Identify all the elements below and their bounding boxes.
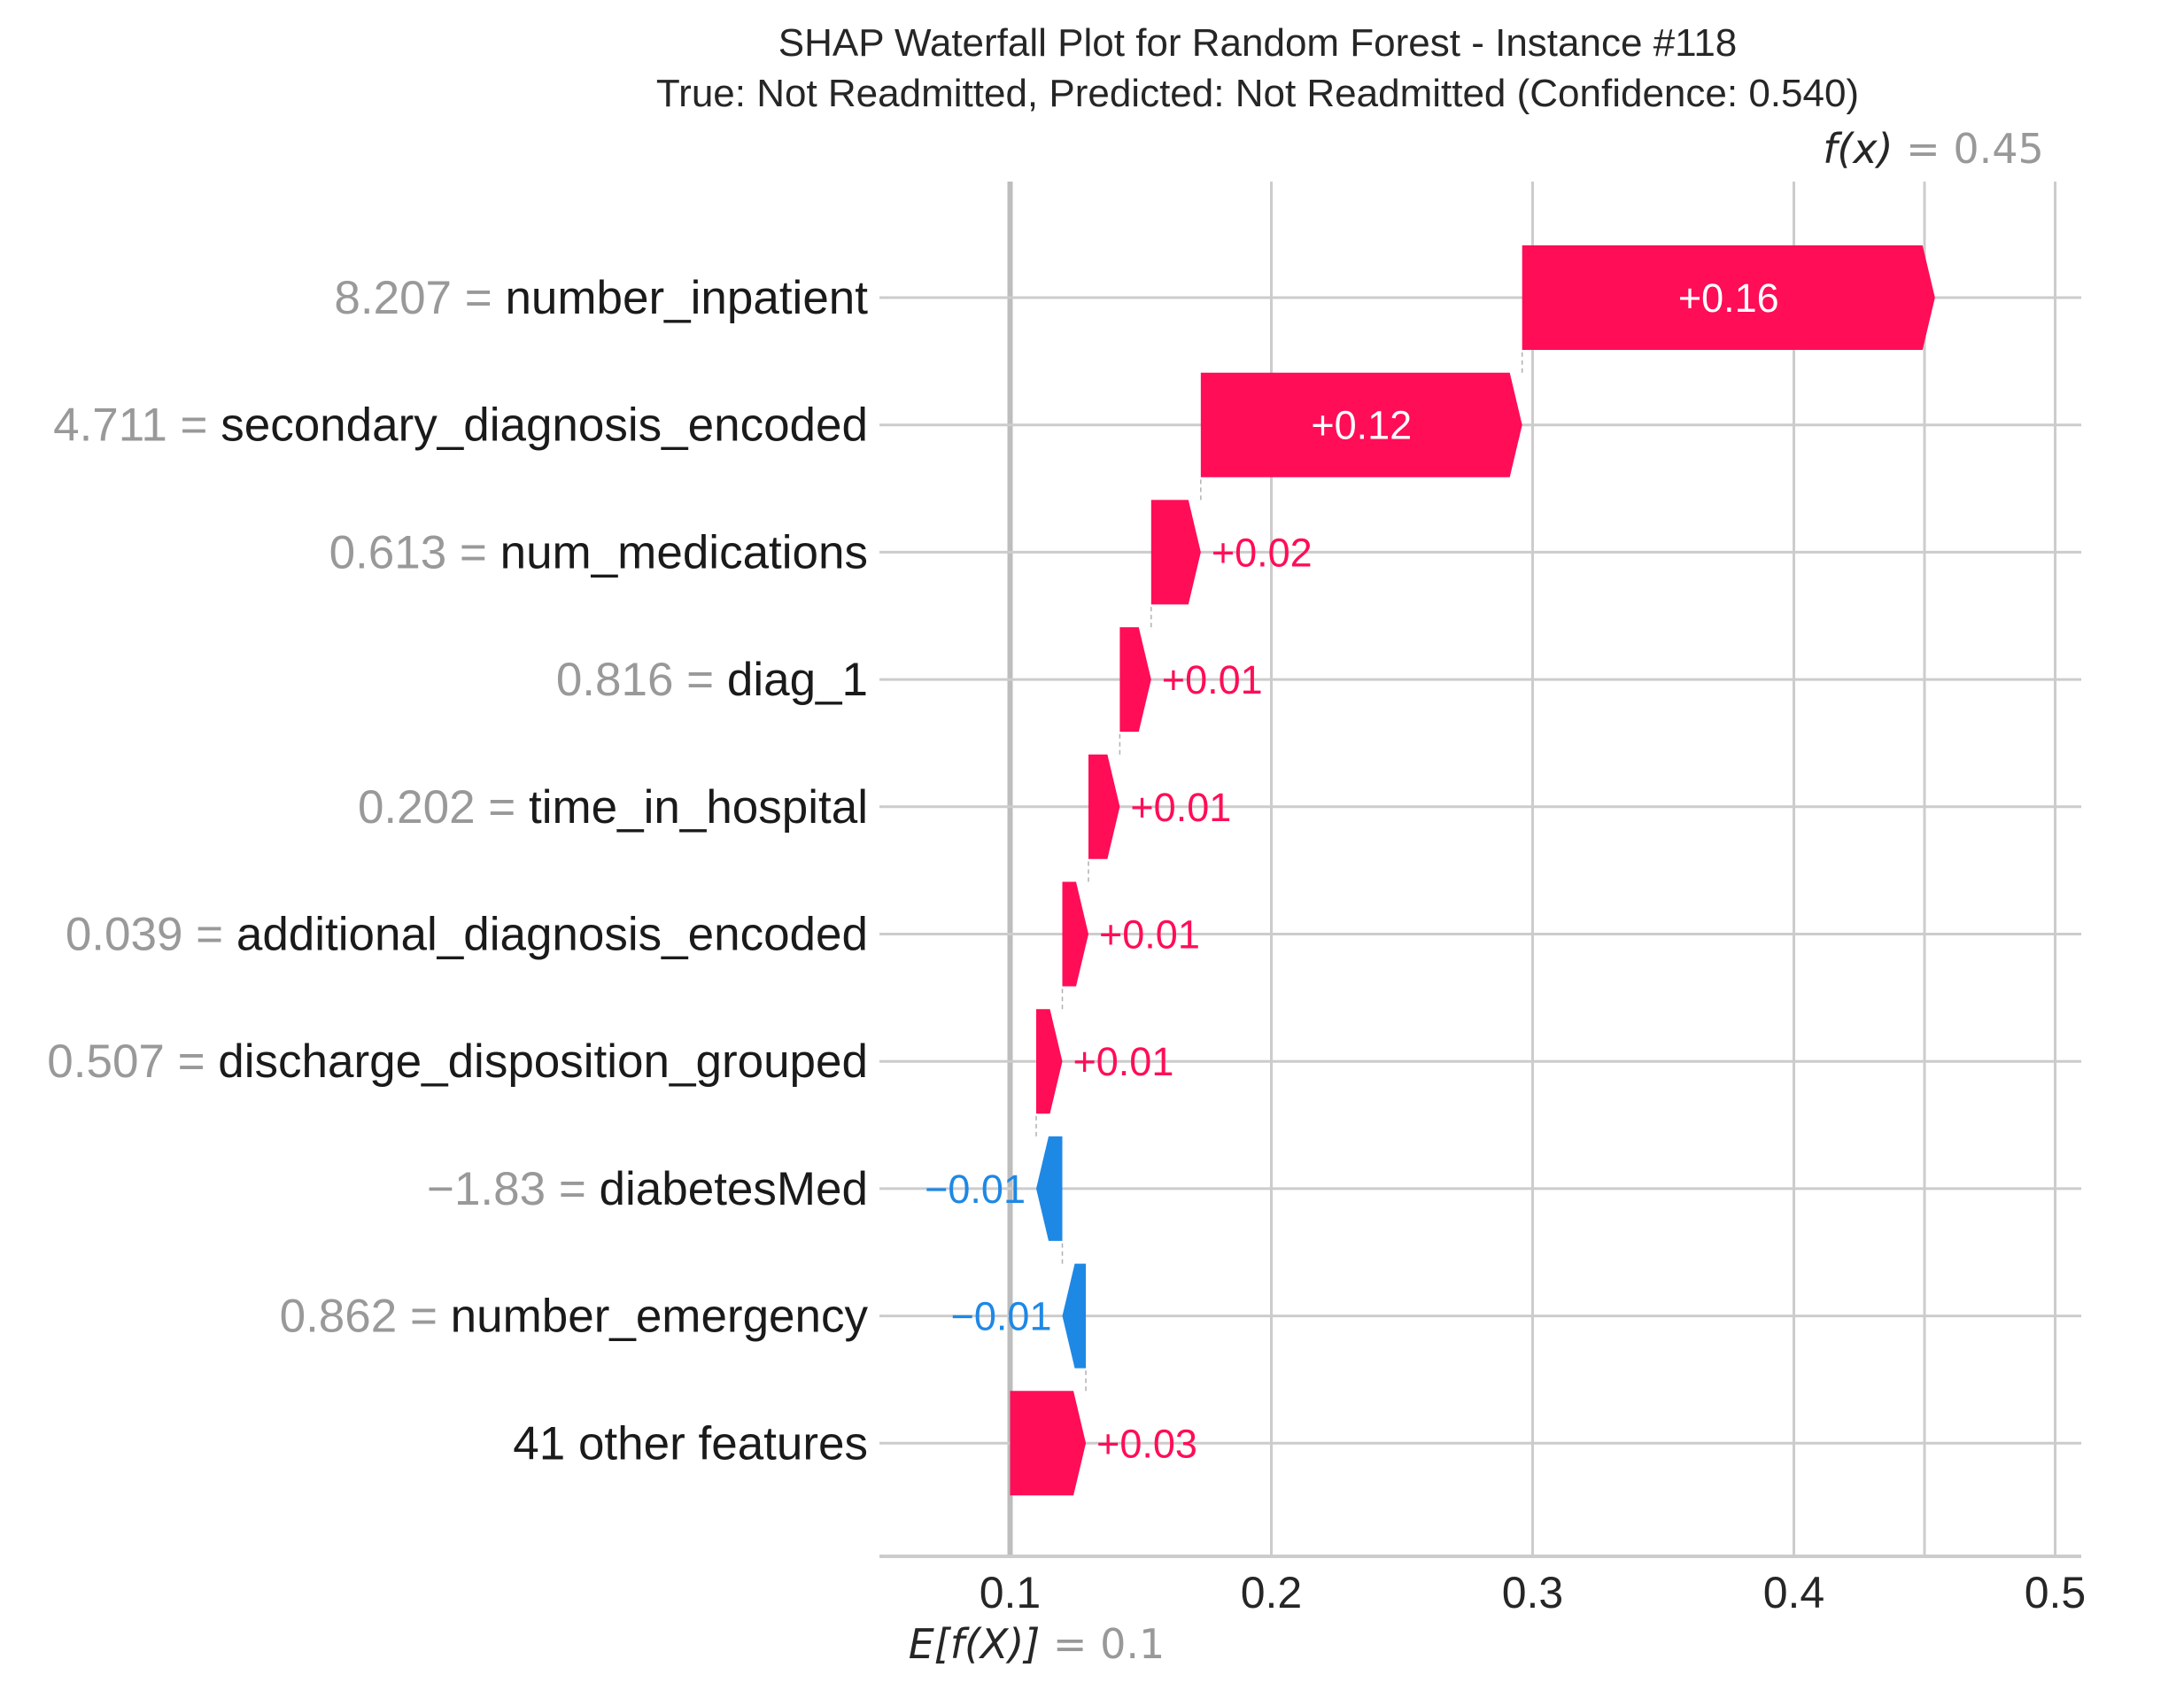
feature-label-8: 0.862 = number_emergency [280, 1291, 869, 1343]
feature-name-6: discharge_disposition_grouped [218, 1035, 868, 1088]
chart-title: SHAP Waterfall Plot for Random Forest - … [778, 21, 1738, 65]
feature-name-2: num_medications [500, 526, 868, 578]
bar-1 [1200, 372, 1522, 477]
feature-label-7: −1.83 = diabetesMed [427, 1163, 868, 1215]
feature-label-2: 0.613 = num_medications [329, 526, 868, 578]
feature-label-5: 0.039 = additional_diagnosis_encoded [66, 909, 868, 961]
base-value-symbol: E[f(X)] [909, 1620, 1041, 1668]
x-tick-label-2: 0.3 [1502, 1568, 1564, 1617]
base-value-label: E[f(X)] = 0.1 [909, 1620, 1166, 1668]
feature-name-7: diabetesMed [600, 1163, 868, 1215]
bar-value-label-3: +0.01 [1162, 657, 1263, 702]
feature-name-8: number_emergency [451, 1291, 869, 1343]
feature-label-9: 41 other features [513, 1417, 868, 1470]
feature-label-0: 8.207 = number_inpatient [334, 272, 868, 324]
feature-label-1: 4.711 = secondary_diagnosis_encoded [53, 399, 868, 452]
bar-value-label-9: +0.03 [1096, 1421, 1197, 1466]
feature-name-9: 41 other features [513, 1417, 868, 1470]
feature-labels: 8.207 = number_inpatient 4.711 = secondar… [47, 272, 868, 1470]
bar-value-label-8: −0.01 [951, 1294, 1052, 1339]
feature-label-3: 0.816 = diag_1 [556, 654, 868, 706]
bars: +0.16 +0.12 +0.02 +0.01 +0.01 +0.01 +0.01 −0.01… [925, 245, 1935, 1496]
bar-5 [1062, 881, 1088, 987]
feature-label-6: 0.507 = discharge_disposition_grouped [47, 1035, 868, 1088]
bar-value-label-7: −0.01 [925, 1167, 1026, 1212]
feature-value-6: 0.507 = [47, 1035, 218, 1088]
bar-2 [1150, 500, 1201, 605]
chart-subtitle: True: Not Readmitted, Predicted: Not Rea… [656, 72, 1859, 115]
bar-value-label-6: +0.01 [1073, 1039, 1174, 1084]
feature-value-4: 0.202 = [358, 781, 529, 834]
feature-value-2: 0.613 = [329, 526, 500, 578]
feature-value-8: 0.862 = [280, 1291, 451, 1343]
bar-value-label-1: +0.12 [1311, 403, 1412, 448]
x-axis: 0.1 0.2 0.3 0.4 0.5 E[f(X)] = 0.1 f(x) = 0.45 [879, 125, 2086, 1668]
feature-name-4: time_in_hospital [529, 781, 868, 834]
bar-4 [1088, 754, 1120, 859]
bar-7 [1036, 1136, 1063, 1241]
bar-value-label-0: +0.16 [1678, 275, 1779, 321]
bar-0 [1522, 245, 1935, 350]
bar-3 [1119, 627, 1151, 733]
feature-value-0: 8.207 = [334, 272, 505, 324]
feature-value-5: 0.039 = [66, 909, 236, 961]
feature-name-1: secondary_diagnosis_encoded [221, 399, 868, 452]
x-tick-label-1: 0.2 [1241, 1568, 1303, 1617]
feature-value-1: 4.711 = [53, 399, 221, 452]
output-value-label: f(x) = 0.45 [1823, 125, 2044, 173]
base-value-number: = 0.1 [1040, 1620, 1165, 1668]
bar-9 [1010, 1391, 1087, 1496]
feature-label-4: 0.202 = time_in_hospital [358, 781, 868, 834]
feature-value-3: 0.816 = [556, 654, 727, 706]
bar-value-label-2: +0.02 [1212, 530, 1313, 575]
connectors [1035, 350, 1523, 1392]
x-tick-label-0: 0.1 [980, 1568, 1042, 1617]
feature-name-5: additional_diagnosis_encoded [236, 909, 868, 961]
bar-6 [1036, 1009, 1063, 1114]
output-value-symbol: f(x) [1823, 125, 1893, 173]
bar-value-label-5: +0.01 [1099, 912, 1200, 958]
x-tick-label-4: 0.5 [2025, 1568, 2087, 1617]
feature-name-3: diag_1 [727, 654, 868, 706]
bar-value-label-4: +0.01 [1130, 785, 1231, 830]
bar-8 [1062, 1263, 1087, 1369]
x-tick-label-3: 0.4 [1763, 1568, 1825, 1617]
feature-value-7: −1.83 = [427, 1163, 600, 1215]
feature-name-0: number_inpatient [505, 272, 868, 324]
output-value-number: = 0.45 [1894, 125, 2044, 173]
